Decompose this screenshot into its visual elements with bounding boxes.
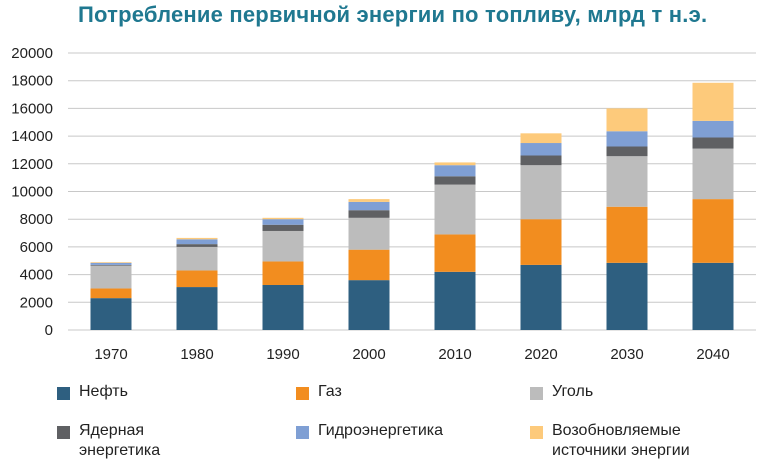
y-tick-label: 12000 — [11, 156, 53, 173]
bar-segment-1970-series-4 — [90, 262, 132, 265]
bar-segment-2040-series-1 — [692, 199, 734, 263]
bar-segment-2000-series-2 — [348, 217, 390, 250]
bar-segment-1970-series-0 — [90, 298, 132, 330]
bar-segment-2010-series-1 — [434, 234, 476, 272]
bar-segment-2040-series-4 — [692, 120, 734, 138]
bar-segment-2040-series-2 — [692, 148, 734, 200]
bar-segment-2020-series-3 — [520, 155, 562, 166]
bar-segment-2010-series-3 — [434, 176, 476, 185]
bar-segment-2000-series-1 — [348, 249, 390, 281]
bar-segment-2040-series-0 — [692, 262, 734, 330]
bar-segment-2030-series-3 — [606, 146, 648, 157]
bar-segment-1970-series-5 — [90, 262, 132, 263]
bar-segment-2020-series-4 — [520, 143, 562, 156]
x-tick-label: 1970 — [94, 346, 127, 363]
y-axis: 0 2000 4000 6000 8000 10000 12000 14000 16000 180… — [11, 45, 53, 339]
bar-segment-1970-series-1 — [90, 288, 132, 299]
y-tick-label: 8000 — [20, 211, 53, 228]
gridlines — [68, 52, 756, 331]
bar-segment-2040-series-5 — [692, 82, 734, 121]
bar-segment-1980-series-2 — [176, 246, 218, 271]
x-tick-label: 2020 — [524, 346, 557, 363]
x-tick-label: 2000 — [352, 346, 385, 363]
x-tick-label: 2040 — [696, 346, 729, 363]
bar-segment-2030-series-2 — [606, 156, 648, 207]
bar-segment-2030-series-5 — [606, 108, 648, 132]
bar-segment-2030-series-0 — [606, 262, 648, 330]
bar-segment-2030-series-1 — [606, 206, 648, 263]
bar-segment-1970-series-2 — [90, 265, 132, 289]
bar-segment-2010-series-0 — [434, 271, 476, 330]
bar-segment-2020-series-0 — [520, 264, 562, 330]
y-tick-label: 2000 — [20, 294, 53, 311]
bar-segment-1980-series-3 — [176, 244, 218, 247]
bar-segment-1990-series-5 — [262, 217, 304, 220]
x-tick-label: 1990 — [266, 346, 299, 363]
x-tick-label: 2030 — [610, 346, 643, 363]
y-tick-label: 18000 — [11, 73, 53, 90]
bar-segment-1980-series-1 — [176, 270, 218, 288]
bar-segment-2020-series-1 — [520, 219, 562, 265]
bar-segment-1980-series-0 — [176, 287, 218, 330]
bar-segment-2030-series-4 — [606, 131, 648, 147]
bar-segment-1990-series-0 — [262, 284, 304, 330]
x-tick-label: 2010 — [438, 346, 471, 363]
y-tick-label: 6000 — [20, 239, 53, 256]
y-tick-label: 20000 — [11, 45, 53, 62]
bar-segment-2040-series-3 — [692, 137, 734, 149]
y-tick-label: 16000 — [11, 100, 53, 117]
bar-segment-2020-series-2 — [520, 165, 562, 220]
bar-segment-1990-series-3 — [262, 224, 304, 231]
y-tick-label: 0 — [45, 322, 53, 339]
y-tick-label: 14000 — [11, 128, 53, 145]
y-tick-label: 4000 — [20, 267, 53, 284]
x-axis: 1970 1980 1990 2000 2010 2020 2030 2040 — [94, 346, 729, 363]
bar-segment-2000-series-5 — [348, 199, 390, 202]
y-tick-label: 10000 — [11, 184, 53, 201]
bar-segment-1980-series-4 — [176, 239, 218, 245]
bar-segment-2000-series-4 — [348, 201, 390, 211]
x-tick-label: 1980 — [180, 346, 213, 363]
bar-segment-2010-series-5 — [434, 162, 476, 166]
bar-segment-2010-series-4 — [434, 165, 476, 177]
bar-segment-1970-series-3 — [90, 264, 132, 266]
chart-title: Потребление первичной энергии по топливу… — [78, 2, 708, 27]
bar-segment-2010-series-2 — [434, 184, 476, 235]
bar-segment-1990-series-4 — [262, 219, 304, 225]
bar-segment-2000-series-3 — [348, 210, 390, 218]
bar-segment-2020-series-5 — [520, 133, 562, 144]
bar-segment-2000-series-0 — [348, 280, 390, 330]
bar-segment-1980-series-5 — [176, 237, 218, 240]
bar-segment-1990-series-1 — [262, 261, 304, 285]
bars — [90, 82, 734, 330]
bar-segment-1990-series-2 — [262, 230, 304, 262]
